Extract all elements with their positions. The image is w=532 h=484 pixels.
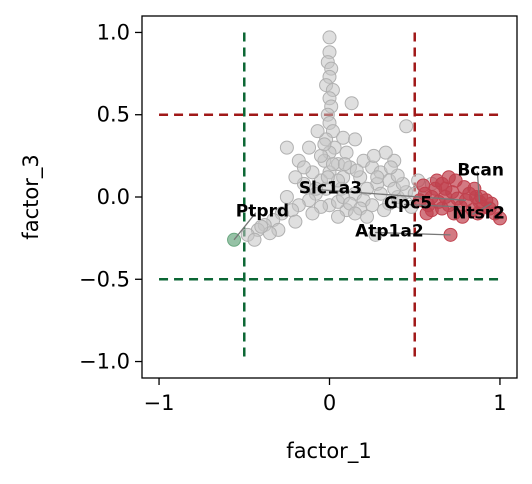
point-background-65 <box>302 140 317 155</box>
annotation-connectors <box>233 171 492 241</box>
y-axis: 1.0 0.5 0.0 −0.5 −1.0 <box>79 20 142 374</box>
y-tick-label-3: −0.5 <box>79 267 130 291</box>
x-tick-label-2: 1 <box>493 391 506 415</box>
point-background-32 <box>378 145 393 160</box>
point-high-36 <box>474 190 489 204</box>
connector-bcan <box>476 171 481 202</box>
point-background-85 <box>377 203 392 218</box>
x-axis: −1 0 1 <box>144 378 507 415</box>
point-background-21 <box>336 130 351 145</box>
connector-ptprd <box>233 212 257 241</box>
point-background-86 <box>370 170 385 185</box>
y-axis-label: factor_3 <box>19 154 44 239</box>
point-background-97 <box>337 157 352 172</box>
point-background-79 <box>305 206 320 221</box>
annotation-ptprd: Ptprd <box>236 202 289 222</box>
x-tick-label-1: 0 <box>323 391 336 415</box>
point-high-30 <box>455 209 470 224</box>
point-background-67 <box>279 140 294 155</box>
point-high-37 <box>419 206 434 221</box>
point-background-96 <box>349 163 364 178</box>
point-background-69 <box>317 137 332 152</box>
y-tick-label-1: 0.5 <box>97 103 130 127</box>
point-high-25 <box>441 170 456 185</box>
point-high-35 <box>438 181 453 196</box>
point-background-0 <box>322 30 337 45</box>
connector-gpc5 <box>404 203 461 208</box>
point-background-95 <box>366 148 381 163</box>
annotation-gpc5: Gpc5 <box>384 194 432 214</box>
point-background-77 <box>348 206 363 221</box>
annotation-bcan: Bcan <box>457 161 504 181</box>
point-high-33 <box>416 178 431 193</box>
point-background-64 <box>313 148 328 163</box>
point-background-23 <box>339 145 354 160</box>
point-background-99 <box>308 181 323 196</box>
point-background-94 <box>383 160 398 175</box>
point-background-60 <box>279 190 294 204</box>
annotations: Bcan Slc1a3 Gpc5 Ntsr2 Ptprd Atp1a2 <box>236 161 505 242</box>
connector-atp1a2 <box>375 231 451 236</box>
connector-ntsr2 <box>471 203 492 215</box>
y-tick-label-2: 0.0 <box>97 185 130 209</box>
annotation-slc1a3: Slc1a3 <box>299 179 362 199</box>
y-tick-label-0: 1.0 <box>97 20 130 44</box>
connector-slc1a3 <box>318 189 466 201</box>
point-high-23 <box>492 211 507 226</box>
point-high-29 <box>429 173 444 188</box>
point-background-84 <box>288 214 303 229</box>
point-background-76 <box>368 227 383 242</box>
point-background-22 <box>348 132 363 147</box>
annotation-atp1a2: Atp1a2 <box>355 221 424 241</box>
point-background-89 <box>320 170 335 185</box>
point-background-49 <box>331 209 346 224</box>
point-background-88 <box>325 157 340 172</box>
x-tick-label-0: −1 <box>144 391 175 415</box>
point-background-83 <box>247 232 262 247</box>
point-background-63 <box>288 170 303 185</box>
point-background-30 <box>399 119 414 134</box>
point-background-98 <box>296 160 311 175</box>
point-background-82 <box>254 219 269 234</box>
annotation-ntsr2: Ntsr2 <box>452 203 505 223</box>
x-axis-label: factor_1 <box>286 439 371 464</box>
point-high-34 <box>470 206 485 221</box>
point-background-66 <box>310 124 325 139</box>
y-tick-label-4: −1.0 <box>79 350 130 374</box>
point-background-20 <box>344 96 359 111</box>
